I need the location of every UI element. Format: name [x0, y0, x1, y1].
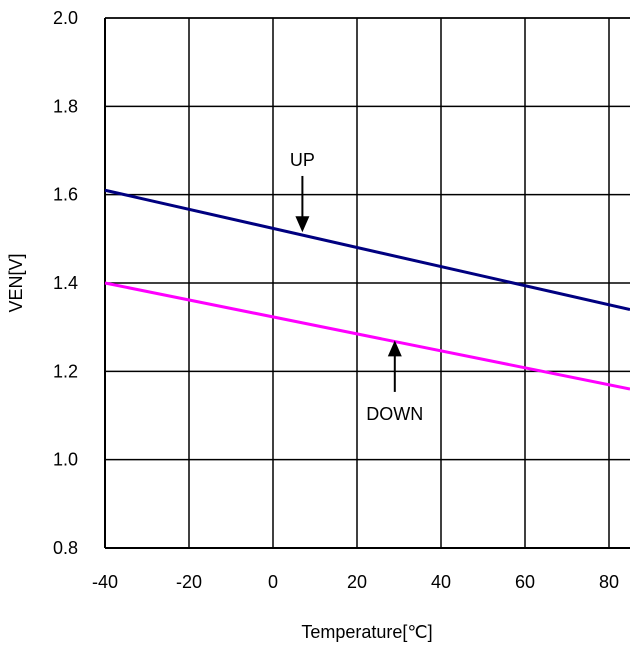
tick-labels: -40 -20 0 20 40 60 80 0.8 1.0 1.2 1.4 1.6 1.8 2.0 [53, 8, 619, 592]
x-tick-label: 80 [599, 572, 619, 592]
y-tick-label: 1.4 [53, 273, 78, 293]
y-tick-label: 1.8 [53, 96, 78, 116]
y-axis-label: VEN[V] [6, 253, 26, 312]
annotations: UP DOWN [290, 150, 423, 424]
x-tick-label: -40 [92, 572, 118, 592]
annotation-arrowhead-up [295, 216, 310, 233]
y-tick-label: 0.8 [53, 538, 78, 558]
x-tick-label: 20 [347, 572, 367, 592]
series-group [104, 188, 630, 391]
annotation-label-up: UP [290, 150, 315, 170]
annotation-arrowhead-down [387, 340, 402, 357]
annotation-label-down: DOWN [366, 404, 423, 424]
series-line-up [104, 188, 630, 311]
grid [104, 17, 630, 549]
x-tick-label: -20 [176, 572, 202, 592]
y-tick-label: 2.0 [53, 8, 78, 28]
y-tick-label: 1.0 [53, 450, 78, 470]
x-tick-label: 40 [431, 572, 451, 592]
x-axis-label: Temperature[℃] [301, 622, 432, 642]
x-tick-label: 60 [515, 572, 535, 592]
x-tick-label: 0 [268, 572, 278, 592]
y-tick-label: 1.6 [53, 185, 78, 205]
y-tick-label: 1.2 [53, 361, 78, 381]
series-line-down [104, 281, 630, 391]
